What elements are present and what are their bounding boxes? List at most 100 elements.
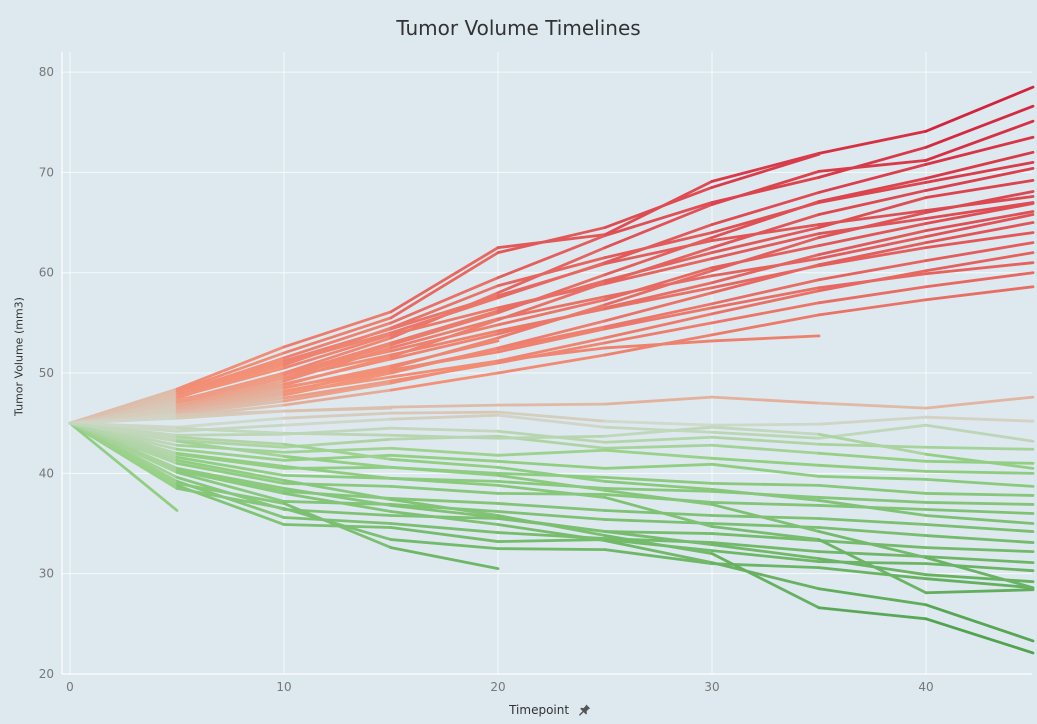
series-segment	[710, 223, 821, 243]
series-segment	[389, 311, 500, 347]
series-segment	[389, 484, 500, 495]
series-segment	[817, 606, 928, 621]
series-segment	[282, 405, 393, 413]
series-line-4[interactable]	[68, 152, 821, 425]
series-segment	[603, 321, 714, 345]
y-tick-label: 70	[39, 165, 54, 179]
series-segment	[924, 119, 1035, 162]
series-segment	[282, 492, 393, 513]
pin-icon[interactable]	[578, 703, 591, 719]
series-segment	[603, 530, 714, 535]
series-line-43[interactable]	[68, 421, 500, 571]
series-segment	[603, 223, 714, 265]
series-segment	[603, 496, 714, 528]
x-axis-label: Timepoint	[0, 703, 1037, 719]
series-segment	[924, 213, 1035, 238]
series-segment	[68, 421, 179, 455]
series-line-48[interactable]	[68, 421, 1035, 595]
series-segment	[817, 530, 928, 560]
series-segment	[603, 286, 714, 311]
series-line-26[interactable]	[68, 395, 1035, 425]
series-segment	[175, 461, 286, 485]
series-segment	[710, 425, 821, 436]
series-line-46[interactable]	[68, 421, 1035, 655]
series-line-45[interactable]	[68, 421, 1035, 643]
series-line-7[interactable]	[68, 160, 1035, 425]
series-segment	[389, 538, 500, 550]
series-segment	[389, 465, 500, 477]
series-segment	[817, 246, 928, 268]
y-tick-label: 80	[39, 65, 54, 79]
series-line-49[interactable]	[68, 421, 1035, 470]
series-segment	[817, 415, 928, 426]
series-segment	[389, 361, 500, 383]
series-segment	[282, 473, 393, 480]
series-segment	[282, 431, 393, 437]
series-segment	[389, 413, 500, 421]
series-line-20[interactable]	[68, 334, 821, 425]
series-segment	[924, 556, 1035, 590]
series-line-21[interactable]	[68, 195, 1035, 425]
series-segment	[710, 286, 821, 310]
series-segment	[496, 402, 607, 407]
series-line-44[interactable]	[68, 421, 179, 512]
series-segment	[710, 395, 821, 405]
series-segment	[924, 201, 1035, 220]
series-segment	[710, 334, 821, 343]
series-segment	[924, 573, 1035, 584]
series-segment	[817, 235, 928, 261]
series-segment	[389, 306, 500, 337]
series-segment	[68, 421, 179, 485]
series-segment	[175, 455, 286, 477]
series-segment	[924, 150, 1035, 180]
series-segment	[389, 410, 500, 415]
x-tick-label: 10	[276, 680, 291, 694]
series-segment	[924, 104, 1035, 149]
series-segment	[924, 210, 1035, 232]
series-segment	[389, 426, 500, 433]
series-segment	[817, 129, 928, 155]
series-segment	[496, 262, 607, 298]
series-segment	[924, 452, 1035, 470]
series-segment	[68, 421, 179, 512]
series-segment	[496, 327, 607, 354]
series-segment	[389, 457, 500, 469]
y-axis-label: Tumor Volume (mm3)	[12, 297, 26, 416]
series-segment	[496, 547, 607, 551]
series-line-23[interactable]	[68, 202, 1035, 425]
series-segment	[603, 186, 714, 229]
series-line-50[interactable]	[68, 421, 1035, 525]
y-tick-label: 50	[39, 366, 54, 380]
series-segment	[710, 501, 821, 507]
series-segment	[175, 386, 286, 410]
series-segment	[282, 316, 393, 355]
series-segment	[924, 85, 1035, 133]
series-segment	[603, 239, 714, 266]
series-segment	[282, 411, 393, 420]
series-segment	[175, 458, 286, 482]
series-segment	[496, 319, 607, 350]
series-segment	[710, 213, 821, 250]
series-segment	[710, 488, 821, 502]
series-segment	[924, 469, 1035, 475]
series-segment	[389, 498, 500, 517]
series-segment	[603, 487, 714, 493]
series-segment	[496, 434, 607, 440]
series-segment	[924, 445, 1035, 451]
series-line-32[interactable]	[68, 421, 1035, 488]
series-segment	[817, 272, 928, 290]
series-line-41[interactable]	[68, 421, 1035, 590]
series-segment	[496, 325, 607, 351]
series-segment	[175, 466, 286, 490]
series-segment	[710, 561, 821, 591]
series-segment	[496, 246, 607, 295]
series-segment	[282, 381, 393, 403]
series-segment	[175, 468, 286, 495]
series-line-11[interactable]	[68, 201, 1035, 425]
series-segment	[282, 310, 393, 349]
series-segment	[603, 539, 714, 565]
series-segment	[603, 339, 714, 350]
series-segment	[389, 453, 500, 463]
series-segment	[175, 366, 286, 399]
